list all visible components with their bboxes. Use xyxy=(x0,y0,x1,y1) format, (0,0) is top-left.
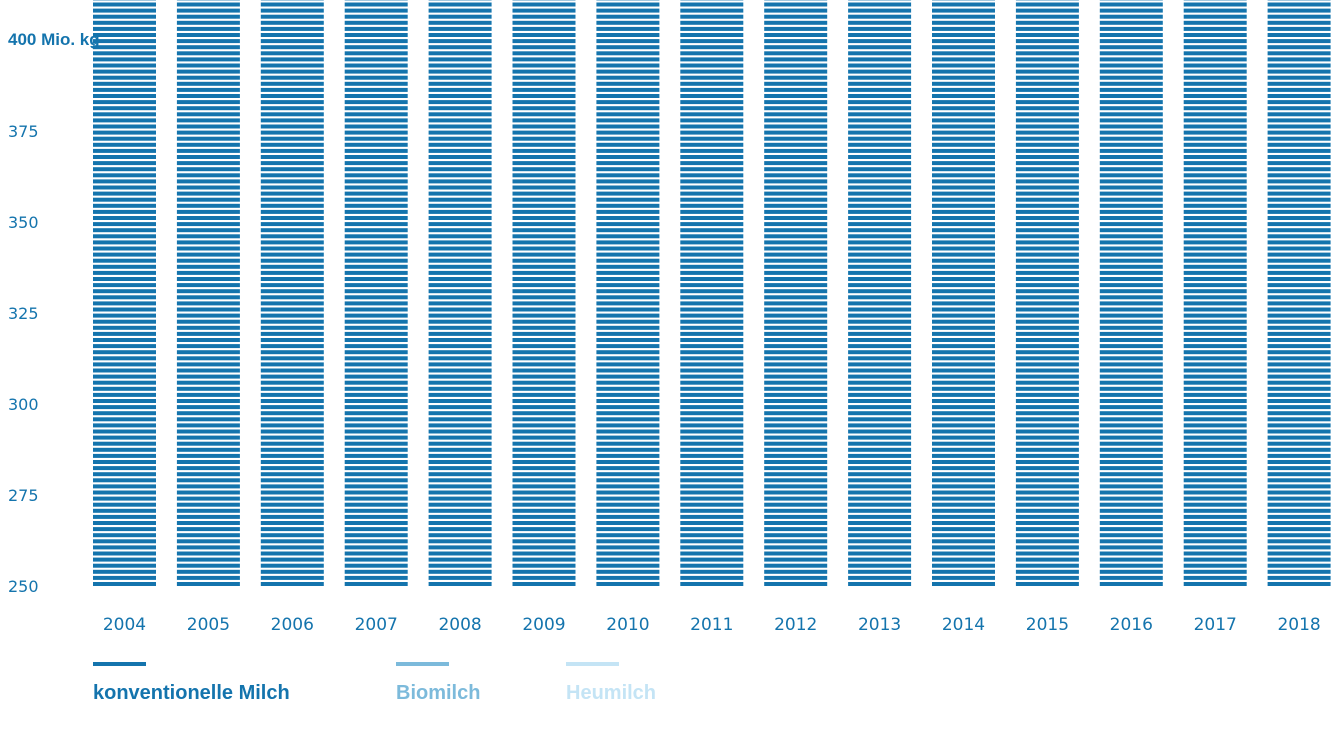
legend-swatch-biomilch xyxy=(396,662,449,666)
legend-item-konventionelle-milch: konventionelle Milch xyxy=(93,662,290,705)
x-tick-label-2014: 2014 xyxy=(942,615,985,635)
y-tick-label: 300 xyxy=(8,395,39,414)
x-tick-label-2017: 2017 xyxy=(1194,615,1237,635)
y-tick-label: 250 xyxy=(8,577,39,596)
bar-segment-konventionelle-milch-2018 xyxy=(1267,0,1331,586)
bar-segment-konventionelle-milch-2008 xyxy=(428,0,492,586)
x-tick-label-2018: 2018 xyxy=(1277,615,1320,635)
bar-segment-konventionelle-milch-2011 xyxy=(680,0,744,586)
y-tick-label: 350 xyxy=(8,213,39,232)
x-tick-label-2013: 2013 xyxy=(858,615,901,635)
legend-item-heumilch: Heumilch xyxy=(566,662,656,705)
legend: konventionelle Milch Biomilch Heumilch xyxy=(93,662,793,722)
x-tick-label-2009: 2009 xyxy=(522,615,565,635)
x-tick-label-2004: 2004 xyxy=(103,615,146,635)
x-tick-label-2015: 2015 xyxy=(1026,615,1069,635)
legend-item-biomilch: Biomilch xyxy=(396,662,480,705)
x-tick-label-2011: 2011 xyxy=(690,615,733,635)
x-axis: 2004 2005 2006 2007 2008 2009 2010 2011 2012 2013… xyxy=(103,615,1321,635)
x-tick-label-2016: 2016 xyxy=(1110,615,1153,635)
x-tick-label-2005: 2005 xyxy=(187,615,230,635)
legend-swatch-konventionelle-milch xyxy=(93,662,146,666)
bar-segment-konventionelle-milch-2012 xyxy=(764,0,828,586)
y-tick-label: 325 xyxy=(8,304,39,323)
x-tick-label-2008: 2008 xyxy=(438,615,481,635)
legend-swatch-heumilch xyxy=(566,662,619,666)
y-tick-label: 275 xyxy=(8,486,39,505)
y-tick-label: 375 xyxy=(8,122,39,141)
bar-segment-konventionelle-milch-2013 xyxy=(848,0,912,586)
bar-segment-konventionelle-milch-2006 xyxy=(260,0,324,586)
bar-segment-konventionelle-milch-2010 xyxy=(596,0,660,586)
x-tick-label-2006: 2006 xyxy=(271,615,314,635)
bar-segment-konventionelle-milch-2017 xyxy=(1183,0,1247,586)
legend-label-biomilch: Biomilch xyxy=(396,682,481,704)
y-axis: 250 275 300 325 350 375 400 Mio. kg xyxy=(8,30,100,596)
legend-label-heumilch: Heumilch xyxy=(566,682,657,704)
bar-segment-konventionelle-milch-2014 xyxy=(932,0,995,586)
bar-segment-konventionelle-milch-2009 xyxy=(512,0,576,586)
x-tick-label-2007: 2007 xyxy=(355,615,398,635)
bar-segment-konventionelle-milch-2016 xyxy=(1099,0,1163,586)
x-tick-label-2012: 2012 xyxy=(774,615,817,635)
bars xyxy=(93,0,1331,586)
bar-segment-konventionelle-milch-2007 xyxy=(344,0,408,586)
bar-segment-konventionelle-milch-2005 xyxy=(176,0,240,586)
bar-segment-konventionelle-milch-2015 xyxy=(1015,0,1079,586)
bar-segment-konventionelle-milch-2004 xyxy=(93,0,156,586)
y-axis-unit-label: 400 Mio. kg xyxy=(8,30,100,49)
legend-label-konventionelle-milch: konventionelle Milch xyxy=(93,682,290,704)
x-tick-label-2010: 2010 xyxy=(606,615,649,635)
